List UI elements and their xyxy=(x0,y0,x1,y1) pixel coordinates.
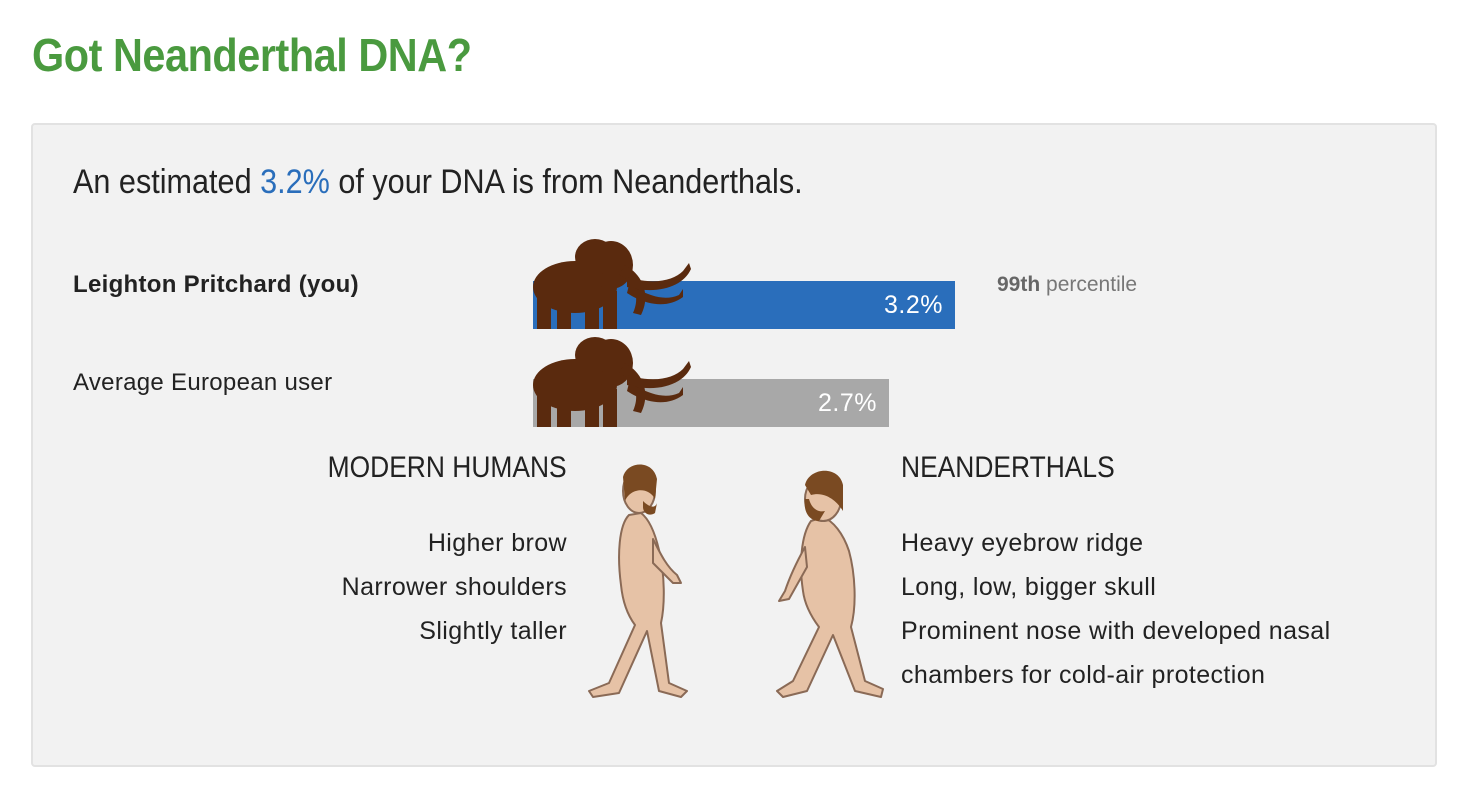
headline-prefix: An estimated xyxy=(73,163,261,201)
page-title: Got Neanderthal DNA? xyxy=(32,29,472,81)
modern-humans-heading: MODERN HUMANS xyxy=(327,451,567,484)
dna-estimate-headline: An estimated 3.2% of your DNA is from Ne… xyxy=(73,163,803,202)
neanderthal-icon xyxy=(776,470,884,698)
bar-value-average: 2.7% xyxy=(818,388,877,417)
bar-value-you: 3.2% xyxy=(884,290,943,319)
list-item: chambers for cold-air protection xyxy=(901,661,1266,689)
list-item: Slightly taller xyxy=(419,617,567,645)
neanderthals-traits: Heavy eyebrow ridge Long, low, bigger sk… xyxy=(901,521,1331,697)
headline-suffix: of your DNA is from Neanderthals. xyxy=(329,163,803,201)
neanderthal-summary-card: An estimated 3.2% of your DNA is from Ne… xyxy=(31,123,1437,767)
percentile-rank: 99th xyxy=(997,273,1041,296)
list-item: Prominent nose with developed nasal xyxy=(901,617,1331,645)
percentile-note: 99th percentile xyxy=(997,273,1137,297)
row-label-you: Leighton Pritchard (you) xyxy=(73,271,359,298)
percentile-word: percentile xyxy=(1040,273,1138,296)
list-item: Higher brow xyxy=(427,529,567,557)
list-item: Heavy eyebrow ridge xyxy=(901,529,1144,557)
mammoth-icon xyxy=(533,337,691,427)
neanderthals-heading: NEANDERTHALS xyxy=(901,451,1115,484)
mammoth-icon xyxy=(533,239,691,329)
list-item: Long, low, bigger skull xyxy=(901,573,1157,601)
headline-percent: 3.2% xyxy=(260,163,330,201)
row-label-average: Average European user xyxy=(73,369,333,396)
modern-human-icon xyxy=(588,464,688,698)
list-item: Narrower shoulders xyxy=(341,573,567,601)
modern-humans-traits: Higher brow Narrower shoulders Slightly … xyxy=(342,521,567,653)
